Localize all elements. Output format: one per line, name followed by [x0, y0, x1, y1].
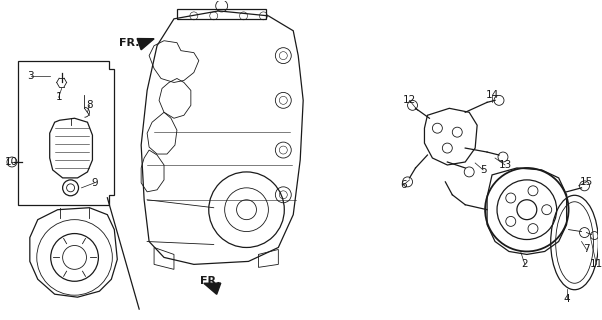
- Text: 4: 4: [563, 294, 570, 304]
- Text: 7: 7: [583, 244, 590, 254]
- Text: 9: 9: [91, 178, 98, 188]
- Text: 3: 3: [28, 70, 34, 81]
- Text: 15: 15: [580, 177, 593, 187]
- Text: 10: 10: [4, 157, 17, 167]
- Text: 6: 6: [400, 180, 407, 190]
- Text: FR.: FR.: [119, 38, 140, 48]
- Text: FR.: FR.: [200, 276, 221, 286]
- Text: 2: 2: [521, 260, 528, 269]
- Text: 13: 13: [498, 160, 512, 170]
- Text: 12: 12: [403, 95, 416, 105]
- Text: 5: 5: [480, 165, 486, 175]
- Text: 8: 8: [86, 100, 93, 110]
- Text: 1: 1: [55, 92, 62, 102]
- Text: 14: 14: [485, 90, 498, 100]
- Polygon shape: [137, 39, 154, 50]
- Polygon shape: [204, 283, 221, 294]
- Text: 11: 11: [590, 260, 602, 269]
